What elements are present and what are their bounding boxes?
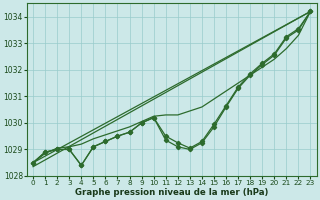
X-axis label: Graphe pression niveau de la mer (hPa): Graphe pression niveau de la mer (hPa) [75,188,268,197]
